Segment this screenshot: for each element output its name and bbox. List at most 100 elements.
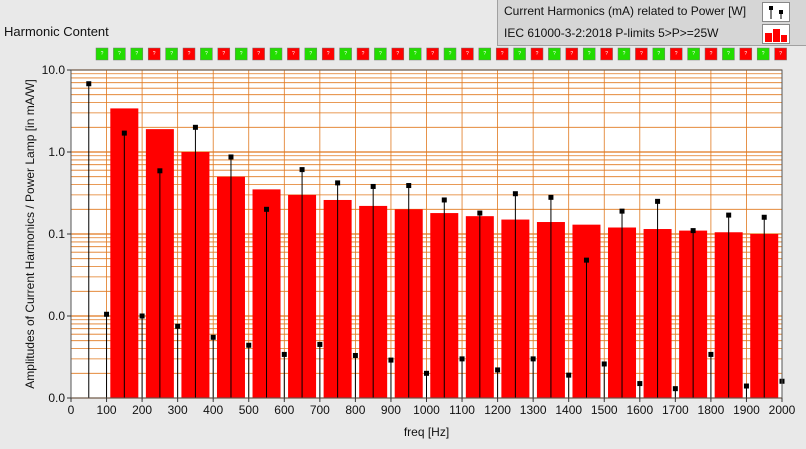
status-indicator[interactable] xyxy=(287,47,300,61)
status-indicator[interactable] xyxy=(374,47,387,61)
harmonic-point[interactable] xyxy=(459,356,465,362)
status-indicator[interactable] xyxy=(495,47,509,61)
harmonic-point[interactable] xyxy=(139,313,145,319)
status-indicator[interactable] xyxy=(478,47,492,61)
status-indicator[interactable] xyxy=(443,47,457,61)
x-axis-label: freq [Hz] xyxy=(404,425,449,439)
status-indicator[interactable] xyxy=(722,47,735,61)
status-indicator[interactable] xyxy=(234,47,248,61)
harmonic-point[interactable] xyxy=(583,257,589,263)
status-indicator[interactable] xyxy=(200,47,213,61)
harmonic-point[interactable] xyxy=(690,228,696,234)
status-indicator[interactable] xyxy=(217,47,231,61)
status-indicator[interactable] xyxy=(617,47,631,61)
chart-svg: ????????????????????????????????????????… xyxy=(23,47,796,439)
y-tick-label: 0.0 xyxy=(48,391,65,405)
status-indicator[interactable] xyxy=(269,47,283,61)
harmonic-point[interactable] xyxy=(655,198,661,204)
harmonic-point[interactable] xyxy=(708,351,714,357)
status-indicator[interactable] xyxy=(513,47,526,61)
status-indicator[interactable] xyxy=(548,47,561,61)
harmonic-point[interactable] xyxy=(228,154,234,160)
status-indicator[interactable] xyxy=(739,47,753,61)
status-indicator-mark: ? xyxy=(640,51,643,57)
harmonic-point[interactable] xyxy=(281,351,287,357)
status-indicator[interactable] xyxy=(356,47,370,61)
x-tick-label: 0 xyxy=(68,403,75,417)
status-indicator[interactable] xyxy=(774,47,787,61)
status-indicator[interactable] xyxy=(565,47,579,61)
harmonic-point[interactable] xyxy=(388,357,394,363)
harmonic-point[interactable] xyxy=(210,334,216,340)
harmonic-point[interactable] xyxy=(477,210,483,216)
status-indicator-mark: ? xyxy=(240,51,243,57)
legend-item-limits[interactable]: IEC 61000-3-2:2018 P-limits 5>P>=25W xyxy=(498,22,806,44)
status-indicator[interactable] xyxy=(408,47,422,61)
harmonic-point[interactable] xyxy=(192,124,198,130)
harmonic-point[interactable] xyxy=(352,352,358,358)
status-indicator[interactable] xyxy=(147,47,161,61)
status-indicator-mark: ? xyxy=(362,51,365,57)
harmonic-point[interactable] xyxy=(299,167,305,173)
status-indicator[interactable] xyxy=(704,47,718,61)
harmonic-point[interactable] xyxy=(726,212,732,218)
status-indicator[interactable] xyxy=(687,47,700,61)
harmonic-point[interactable] xyxy=(761,214,767,220)
status-indicator[interactable] xyxy=(182,47,196,61)
harmonic-point[interactable] xyxy=(441,197,447,203)
harmonic-point[interactable] xyxy=(601,361,607,367)
x-tick-label: 400 xyxy=(203,403,223,417)
status-indicator[interactable] xyxy=(600,47,613,61)
harmonic-point[interactable] xyxy=(406,183,412,189)
harmonic-point[interactable] xyxy=(743,383,749,389)
harmonic-point[interactable] xyxy=(566,372,572,378)
status-indicator[interactable] xyxy=(530,47,544,61)
status-indicator[interactable] xyxy=(130,47,144,61)
harmonic-point[interactable] xyxy=(619,208,625,214)
harmonic-point[interactable] xyxy=(495,367,501,373)
harmonic-point[interactable] xyxy=(317,341,323,347)
harmonic-point[interactable] xyxy=(370,183,376,189)
status-indicator-mark: ? xyxy=(518,51,521,57)
harmonic-point[interactable] xyxy=(637,381,643,387)
harmonic-point[interactable] xyxy=(530,356,536,362)
legend-item-harmonics[interactable]: Current Harmonics (mA) related to Power … xyxy=(498,0,806,22)
status-indicator-mark: ? xyxy=(118,51,121,57)
status-indicator-mark: ? xyxy=(170,51,173,57)
harmonic-point[interactable] xyxy=(86,81,92,87)
status-indicator[interactable] xyxy=(339,47,352,61)
status-indicator[interactable] xyxy=(113,47,126,61)
harmonic-point[interactable] xyxy=(548,194,554,200)
status-indicator[interactable] xyxy=(321,47,335,61)
status-indicator-mark: ? xyxy=(466,51,469,57)
status-indicator[interactable] xyxy=(669,47,683,61)
status-indicator[interactable] xyxy=(652,47,666,61)
harmonic-point[interactable] xyxy=(672,386,678,392)
chart-area: ????????????????????????????????????????… xyxy=(0,45,806,444)
harmonic-point[interactable] xyxy=(157,168,163,174)
status-indicator[interactable] xyxy=(304,47,318,61)
harmonic-point[interactable] xyxy=(264,206,270,212)
status-indicator[interactable] xyxy=(582,47,596,61)
harmonic-point[interactable] xyxy=(512,191,518,197)
status-indicator[interactable] xyxy=(391,47,405,61)
harmonic-point[interactable] xyxy=(121,130,127,136)
status-indicator[interactable] xyxy=(756,47,770,61)
status-indicator[interactable] xyxy=(635,47,648,61)
status-indicator[interactable] xyxy=(165,47,178,61)
x-tick-label: 600 xyxy=(274,403,294,417)
bar-red-icon[interactable] xyxy=(762,24,790,44)
status-indicator[interactable] xyxy=(461,47,474,61)
status-indicator[interactable] xyxy=(95,47,109,61)
scatter-stem-icon[interactable] xyxy=(762,2,790,22)
legend[interactable]: Current Harmonics (mA) related to Power … xyxy=(497,0,806,46)
status-indicator[interactable] xyxy=(426,47,439,61)
harmonic-point[interactable] xyxy=(335,180,341,186)
status-indicator[interactable] xyxy=(252,47,265,61)
harmonic-point[interactable] xyxy=(424,370,429,376)
status-indicator-mark: ? xyxy=(327,51,330,57)
harmonic-point[interactable] xyxy=(104,311,110,317)
harmonic-point[interactable] xyxy=(246,342,252,348)
harmonic-point[interactable] xyxy=(175,323,181,329)
y-tick-label: 1.0 xyxy=(48,145,65,159)
